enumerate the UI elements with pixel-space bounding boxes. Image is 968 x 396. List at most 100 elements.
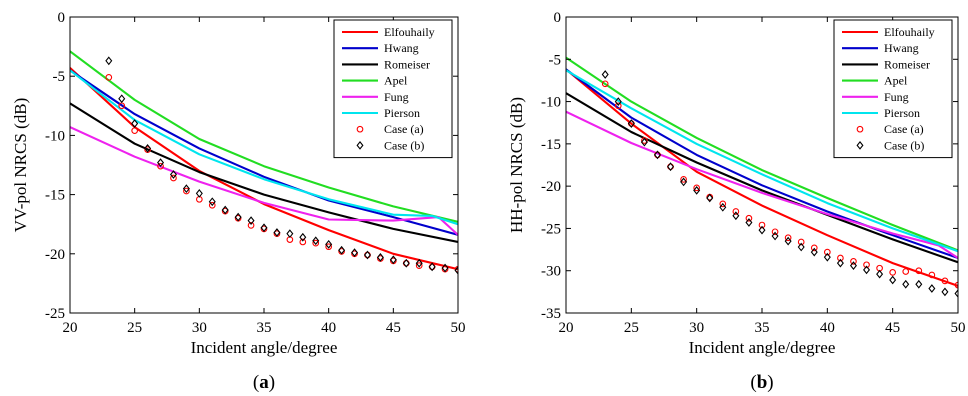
caption-close: ) bbox=[767, 372, 773, 393]
legend-entry-case-b: Case (b) bbox=[884, 138, 924, 152]
series-line-hwang bbox=[70, 69, 458, 236]
panel-b: 20 25 30 35 40 45 50 -35 -30 -25 -20 -15 -10 -5 0 Incid… bbox=[507, 10, 966, 393]
x-tick-label: 50 bbox=[951, 320, 966, 336]
legend-swatch-case-b bbox=[856, 141, 864, 150]
x-tick-label: 20 bbox=[559, 320, 574, 336]
panel-caption: (a) bbox=[253, 372, 275, 393]
caption-letter: a bbox=[259, 372, 269, 393]
y-axis-label: VV-pol NRCS (dB) bbox=[11, 98, 30, 232]
marker-case-a bbox=[105, 74, 113, 81]
marker-case-b bbox=[863, 265, 871, 275]
marker-case-a bbox=[131, 127, 139, 135]
marker-case-a bbox=[454, 265, 458, 273]
y-tick-label: -25 bbox=[45, 306, 65, 322]
marker-case-a bbox=[758, 221, 766, 229]
marker-case-b bbox=[771, 231, 779, 241]
x-tick-label: 50 bbox=[451, 320, 466, 336]
legend-entry-fung: Fung bbox=[884, 90, 909, 104]
panel-caption: (b) bbox=[750, 372, 773, 393]
x-tick-label: 30 bbox=[192, 320, 207, 336]
marker-case-b bbox=[758, 225, 766, 235]
marker-case-b bbox=[784, 236, 792, 246]
marker-case-b bbox=[415, 258, 423, 268]
x-tick-label: 45 bbox=[885, 320, 900, 336]
series-line-pierson bbox=[566, 69, 958, 253]
marker-case-a bbox=[601, 80, 609, 88]
series-line-apel bbox=[566, 56, 958, 252]
y-tick-label: 0 bbox=[554, 10, 562, 26]
marker-case-b bbox=[915, 279, 923, 289]
legend-swatch-case-a bbox=[356, 125, 364, 133]
marker-case-a bbox=[680, 176, 687, 183]
marker-case-a bbox=[325, 243, 333, 251]
legend-entry-apel: Apel bbox=[884, 74, 908, 88]
series-line-fung bbox=[70, 126, 458, 236]
marker-case-a bbox=[170, 174, 177, 182]
y-tick-label: -15 bbox=[541, 137, 561, 153]
panel-a: 20 25 30 35 40 45 50 -25 -20 -15 -10 -5 0 Incident an… bbox=[11, 10, 466, 393]
x-tick-label: 45 bbox=[386, 320, 401, 336]
series-line-romeiser bbox=[70, 102, 458, 244]
x-tick-label: 25 bbox=[127, 320, 142, 336]
marker-case-b bbox=[389, 255, 397, 265]
marker-case-b bbox=[640, 137, 648, 147]
marker-case-b bbox=[144, 144, 152, 153]
marker-case-a bbox=[784, 234, 792, 242]
marker-case-b bbox=[693, 185, 701, 195]
legend-entry-case-a: Case (a) bbox=[884, 122, 924, 136]
legend-entry-hwang: Hwang bbox=[384, 41, 419, 55]
legend: Elfouhaily Hwang Romeiser Apel Fung Pierson Ca… bbox=[333, 19, 453, 159]
series-line-elfouhaily bbox=[566, 68, 958, 287]
x-tick-label: 25 bbox=[624, 320, 639, 336]
marker-case-b bbox=[902, 279, 910, 289]
marker-case-b bbox=[286, 229, 294, 239]
marker-case-b bbox=[169, 170, 177, 179]
marker-case-a bbox=[641, 137, 648, 144]
marker-case-a bbox=[667, 163, 674, 171]
legend: Elfouhaily Hwang Romeiser Apel Fung Pierson Ca… bbox=[833, 19, 953, 159]
marker-case-a bbox=[299, 238, 307, 246]
marker-case-b bbox=[312, 236, 320, 246]
marker-case-b bbox=[118, 94, 126, 104]
legend-entry-fung: Fung bbox=[384, 90, 409, 104]
marker-case-b bbox=[680, 177, 688, 187]
marker-case-a bbox=[837, 254, 844, 262]
x-axis-label: Incident angle/degree bbox=[689, 338, 836, 357]
legend-entry-elfouhaily: Elfouhaily bbox=[884, 25, 935, 39]
marker-case-b bbox=[325, 239, 333, 249]
marker-case-a bbox=[614, 102, 622, 110]
y-tick-label: -5 bbox=[549, 52, 562, 68]
marker-case-a bbox=[183, 187, 190, 195]
marker-case-b bbox=[338, 245, 346, 255]
marker-case-b bbox=[706, 193, 714, 203]
marker-case-a bbox=[415, 262, 423, 269]
legend-entry-elfouhaily: Elfouhaily bbox=[384, 25, 435, 39]
y-tick-label: -20 bbox=[541, 179, 561, 195]
marker-case-b bbox=[247, 216, 255, 226]
series-line-apel bbox=[70, 50, 458, 223]
caption-letter: b bbox=[757, 372, 768, 393]
marker-case-b bbox=[653, 150, 661, 160]
marker-case-a bbox=[428, 263, 436, 271]
legend-swatch-case-a bbox=[856, 125, 864, 133]
legend-entry-pierson: Pierson bbox=[884, 106, 920, 120]
legend-box bbox=[333, 19, 453, 159]
marker-case-b bbox=[454, 265, 458, 275]
marker-case-b bbox=[836, 258, 844, 268]
legend-entry-pierson: Pierson bbox=[384, 106, 420, 120]
marker-case-b bbox=[376, 252, 384, 262]
x-tick-label: 20 bbox=[63, 320, 78, 336]
marker-case-b bbox=[928, 284, 936, 293]
marker-case-b bbox=[627, 119, 635, 128]
marker-case-a bbox=[863, 261, 870, 269]
y-tick-label: -10 bbox=[541, 95, 561, 111]
y-tick-label: -25 bbox=[541, 221, 561, 237]
legend-entry-hwang: Hwang bbox=[884, 41, 919, 55]
marker-case-a bbox=[157, 162, 164, 170]
x-tick-label: 40 bbox=[820, 320, 835, 336]
marker-case-b bbox=[849, 261, 857, 271]
marker-case-a bbox=[954, 281, 958, 289]
marker-case-a bbox=[719, 200, 727, 208]
marker-case-a bbox=[850, 258, 857, 265]
